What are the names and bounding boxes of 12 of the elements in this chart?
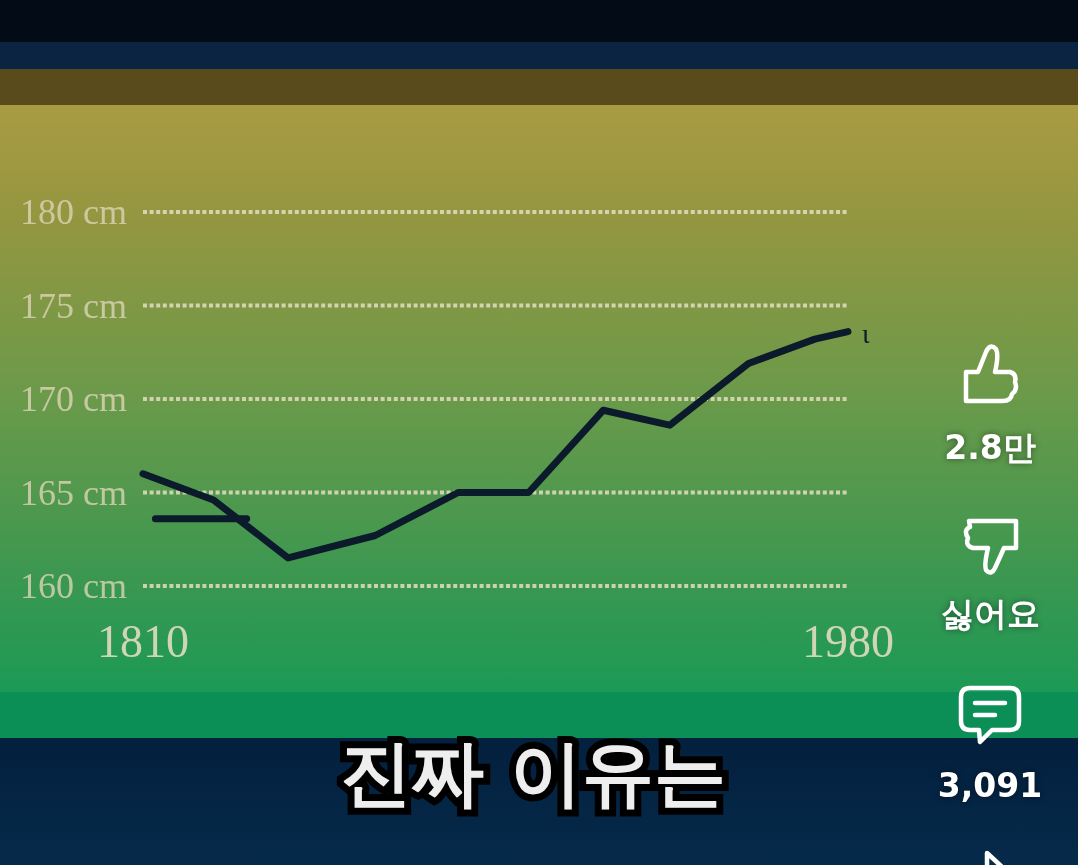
x-tick-label: 1980 (802, 615, 894, 667)
y-tick-label: 170 cm (20, 379, 127, 419)
text: 3,091 (937, 765, 1043, 805)
y-tick-label: 160 cm (20, 566, 127, 606)
x-tick-label: 1810 (97, 615, 189, 667)
y-tick-label: 165 cm (20, 472, 127, 513)
text: 진짜 이유는 (340, 731, 726, 815)
text: 싫어요 (940, 593, 1040, 633)
y-tick-label: 180 cm (20, 192, 127, 232)
text: 2.8만 (944, 427, 1036, 467)
y-tick-label: 175 cm (20, 285, 127, 326)
series-label: ι (862, 318, 870, 350)
